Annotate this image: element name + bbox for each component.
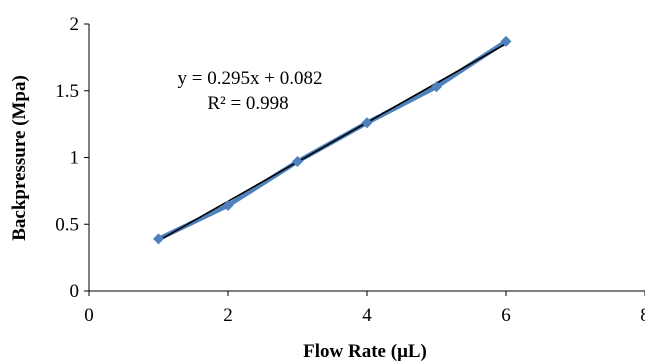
y-tick-label: 0 [70, 281, 80, 302]
data-point-marker [222, 200, 234, 212]
y-tick-label: 0.5 [55, 214, 79, 235]
y-axis-ticks: 0 0.5 1 1.5 2 [55, 14, 89, 302]
y-tick-label: 1.5 [55, 81, 79, 102]
data-point-marker [361, 117, 373, 129]
x-tick-label: 8 [640, 305, 645, 326]
x-axis-title: Flow Rate (μL) [303, 341, 427, 362]
trendline [158, 43, 507, 242]
x-tick-label: 0 [84, 305, 94, 326]
y-tick-label: 1 [70, 148, 80, 169]
series-markers [153, 35, 512, 245]
x-axis-ticks: 0 2 4 6 8 [84, 291, 645, 326]
data-point-marker [431, 81, 442, 93]
data-point-marker [292, 156, 303, 168]
data-point-marker [500, 35, 512, 47]
x-tick-label: 2 [223, 305, 233, 326]
x-tick-label: 6 [501, 305, 511, 326]
data-point-marker [153, 233, 164, 245]
equation-label: y = 0.295x + 0.082 [178, 68, 323, 89]
r-squared-label: R² = 0.998 [207, 93, 288, 114]
y-axis-title: Backpressure (Mpa) [9, 75, 30, 241]
y-tick-label: 2 [70, 14, 80, 35]
x-tick-label: 4 [362, 305, 372, 326]
